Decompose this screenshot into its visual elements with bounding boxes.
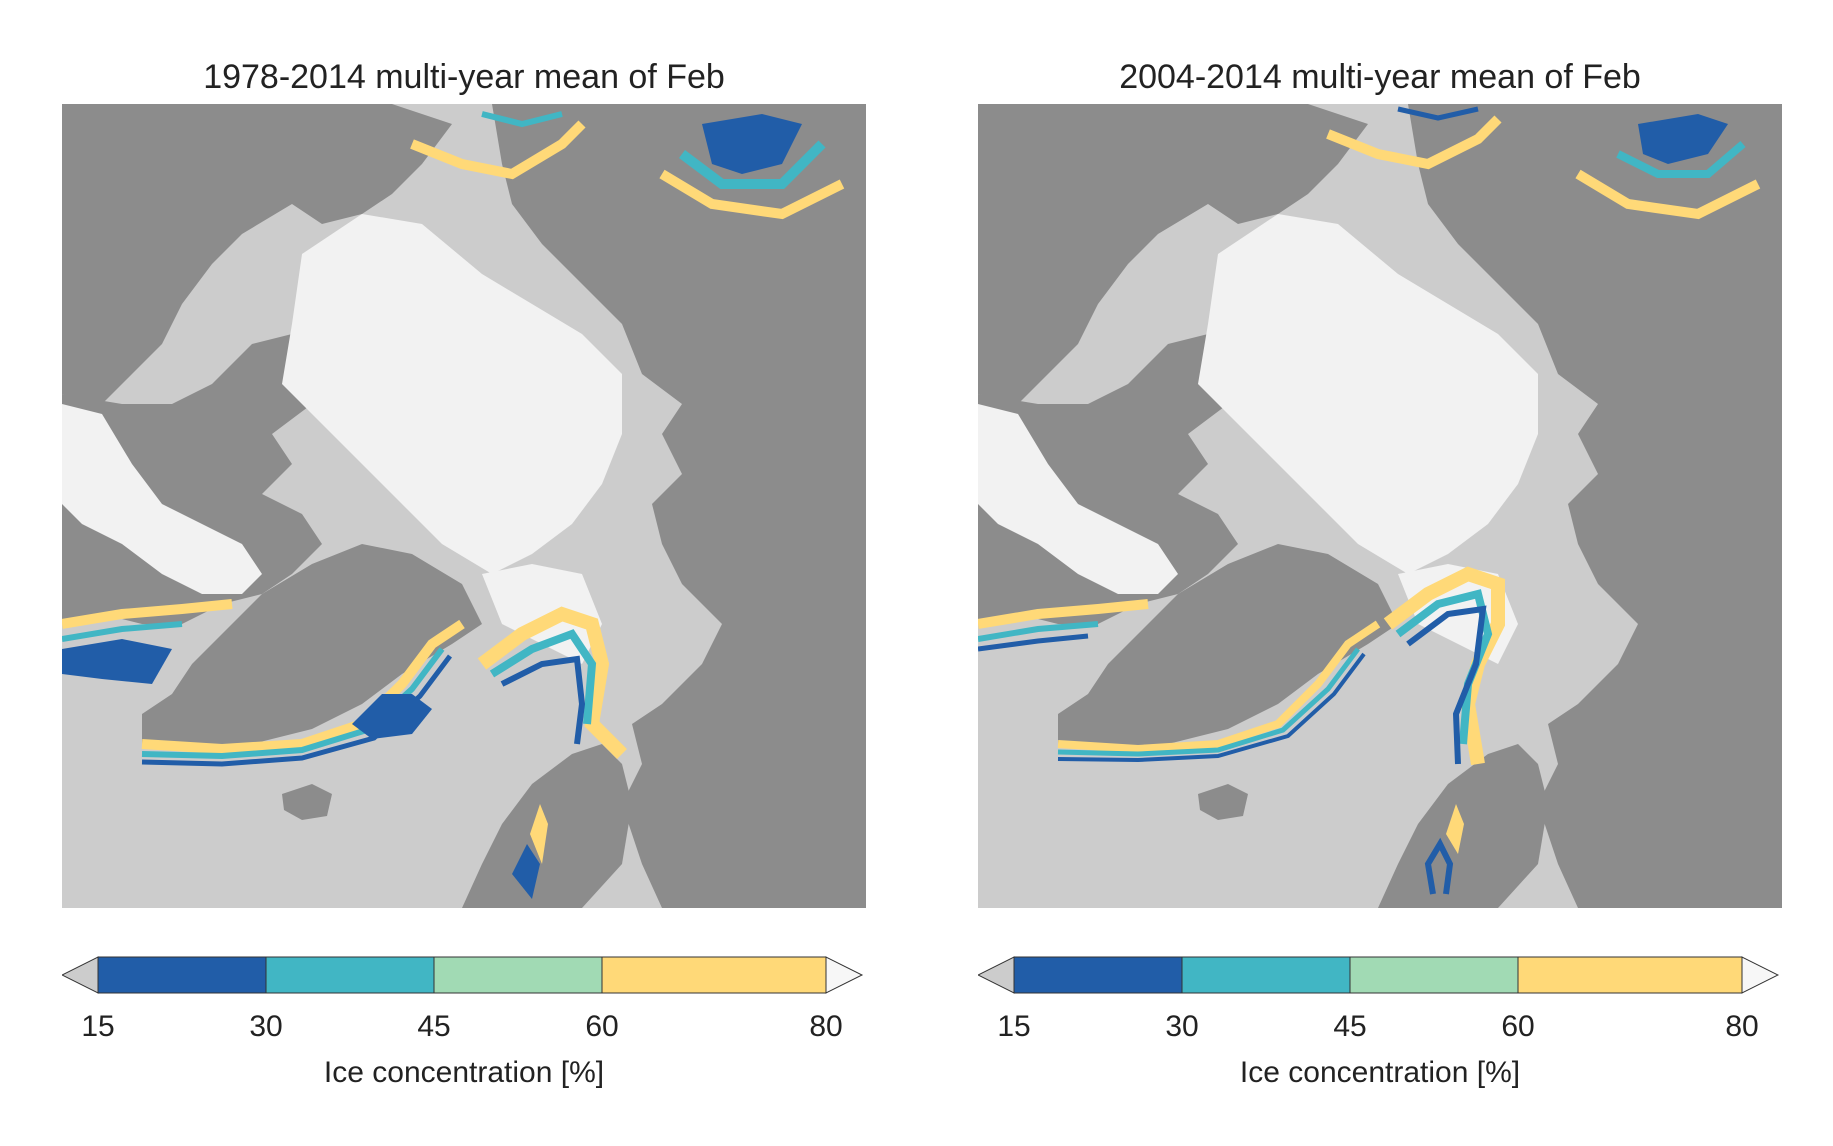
ice-okhotsk-b bbox=[1616, 140, 1746, 178]
colorbar-over bbox=[825, 956, 864, 994]
arctic-ice-map bbox=[978, 104, 1782, 908]
land-canada bbox=[978, 334, 1238, 624]
tick-label: 45 bbox=[417, 1010, 451, 1043]
tick-label: 15 bbox=[997, 1010, 1031, 1043]
ice-edge-greenland-b bbox=[141, 647, 445, 760]
tick-label: 80 bbox=[1725, 1010, 1759, 1043]
tick-label: 30 bbox=[249, 1010, 283, 1043]
ice-edge-labrador-b bbox=[62, 621, 183, 642]
tick-label: 60 bbox=[1501, 1010, 1535, 1043]
colorbar-bin-45-60 bbox=[433, 956, 603, 994]
ice-central bbox=[282, 214, 622, 574]
colorbar bbox=[978, 956, 1780, 994]
colorbar-bin-15-30 bbox=[1013, 956, 1183, 994]
ice-edge-bering-b bbox=[481, 111, 563, 128]
land-alaska bbox=[978, 104, 1368, 404]
tick-label: 15 bbox=[81, 1010, 115, 1043]
ice-edge-labrador bbox=[62, 599, 233, 629]
land-iceland bbox=[1198, 784, 1248, 820]
ice-edge-labrador-b bbox=[978, 621, 1099, 642]
ice-baffin bbox=[978, 404, 1178, 594]
ice-baltic-b bbox=[1446, 804, 1464, 854]
tick-label: 80 bbox=[809, 1010, 843, 1043]
ice-edge-labrador-c bbox=[62, 639, 172, 684]
land-iceland bbox=[282, 784, 332, 820]
colorbar-bin-60-80 bbox=[1517, 956, 1743, 994]
panel-title: 1978-2014 multi-year mean of Feb bbox=[203, 58, 725, 96]
ice-edge-greenland-c bbox=[1057, 652, 1366, 763]
colorbar-under bbox=[62, 956, 99, 994]
ice-okhotsk bbox=[702, 114, 802, 174]
land-canada bbox=[62, 334, 322, 624]
ice-edge-greenland-c bbox=[141, 654, 452, 767]
ice-edge-labrador-c bbox=[978, 633, 1089, 652]
ice-baltic bbox=[1424, 837, 1454, 895]
ice-edge-bering bbox=[1326, 115, 1502, 170]
panel-2004-2014: 2004-2014 multi-year mean of Feb bbox=[916, 0, 1816, 1146]
panel-1978-2014: 1978-2014 multi-year mean of Feb bbox=[0, 0, 900, 1146]
colorbar-under bbox=[978, 956, 1015, 994]
ice-okhotsk-c bbox=[659, 169, 845, 220]
colorbar-bin-45-60 bbox=[1349, 956, 1519, 994]
colorbar-over bbox=[1741, 956, 1780, 994]
tick-label: 60 bbox=[585, 1010, 619, 1043]
colorbar-label: Ice concentration [%] bbox=[323, 1056, 605, 1089]
ice-edge-bering-b bbox=[1397, 106, 1479, 121]
land-greenland bbox=[142, 544, 482, 749]
land-siberia bbox=[492, 104, 866, 908]
ice-baffin bbox=[62, 404, 262, 594]
land-greenland bbox=[1058, 544, 1398, 749]
colorbar-bin-15-30 bbox=[97, 956, 267, 994]
ice-edge-greenland-b bbox=[1057, 647, 1360, 757]
ice-edge-greenland bbox=[1057, 620, 1381, 754]
colorbar-bin-30-45 bbox=[265, 956, 435, 994]
colorbar-bin-30-45 bbox=[1181, 956, 1351, 994]
ice-edge-barents bbox=[477, 606, 627, 759]
ice-okhotsk bbox=[1638, 114, 1728, 164]
panel-title: 2004-2014 multi-year mean of Feb bbox=[1119, 58, 1641, 96]
ice-edge-barents-b bbox=[489, 629, 597, 725]
land-alaska bbox=[62, 104, 452, 404]
ice-edge-bering bbox=[410, 120, 586, 180]
ice-baltic-b bbox=[530, 804, 548, 864]
colorbar bbox=[62, 956, 864, 994]
tick-label: 45 bbox=[1333, 1010, 1367, 1043]
ice-edge-barents-c bbox=[500, 655, 586, 745]
colorbar-bin-60-80 bbox=[601, 956, 827, 994]
ice-okhotsk-c bbox=[1575, 169, 1761, 220]
land-siberia bbox=[1408, 104, 1782, 908]
ice-edge-barents-c bbox=[1406, 605, 1487, 765]
ice-central bbox=[1198, 214, 1538, 574]
arctic-ice-map bbox=[62, 104, 866, 908]
ice-tongue-greenland bbox=[352, 694, 432, 739]
ice-okhotsk-b bbox=[679, 140, 826, 189]
ice-baltic bbox=[512, 844, 540, 899]
colorbar-label: Ice concentration [%] bbox=[1239, 1056, 1521, 1089]
tick-label: 30 bbox=[1165, 1010, 1199, 1043]
ice-edge-labrador bbox=[978, 599, 1149, 629]
